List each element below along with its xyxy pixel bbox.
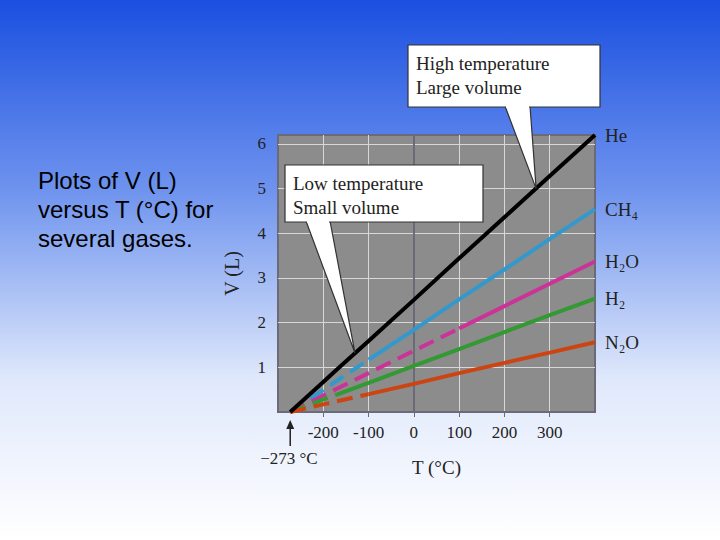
svg-text:5: 5 (258, 179, 267, 198)
svg-text:-200: -200 (308, 423, 339, 442)
svg-text:3: 3 (258, 268, 267, 287)
html-text:Plots of V (L) versus T (°C) f: Plots of V (L) versus T (°C) for several… (38, 167, 214, 252)
svg-text:N₂O: N₂O (605, 332, 639, 353)
svg-text:−273 °C: −273 °C (260, 449, 317, 468)
svg-text:H₂O: H₂O (605, 251, 639, 272)
svg-text:6: 6 (258, 134, 267, 153)
svg-text:Low temperature: Low temperature (293, 173, 423, 194)
svg-text:300: 300 (537, 423, 563, 442)
svg-text:CH₄: CH₄ (605, 199, 638, 220)
svg-text:H₂: H₂ (605, 288, 625, 309)
svg-text:0: 0 (410, 423, 419, 442)
svg-text:T (°C): T (°C) (412, 457, 461, 479)
svg-text:2: 2 (258, 313, 267, 332)
svg-text:V (L): V (L) (221, 251, 244, 296)
svg-text:1: 1 (258, 358, 267, 377)
svg-text:Large volume: Large volume (416, 77, 522, 98)
svg-text:-100: -100 (353, 423, 384, 442)
svg-text:High temperature: High temperature (416, 53, 549, 74)
svg-text:4: 4 (258, 224, 267, 243)
svg-text:200: 200 (492, 423, 518, 442)
svg-text:Small volume: Small volume (293, 197, 399, 218)
svg-text:He: He (605, 125, 627, 146)
svg-text:100: 100 (446, 423, 472, 442)
